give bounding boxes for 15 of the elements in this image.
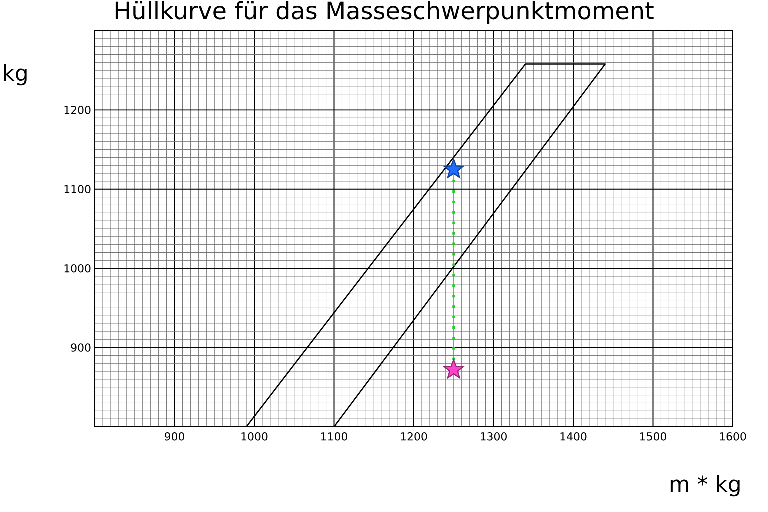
x-tick-label: 1400 — [560, 432, 587, 441]
x-tick-label: 900 — [164, 432, 184, 441]
chart-title: Hüllkurve für das Masseschwerpunktmoment — [116, 1, 654, 24]
x-tick-label: 1300 — [481, 432, 507, 441]
x-tick-label: 1200 — [401, 432, 428, 441]
x-tick-label: 1500 — [640, 432, 666, 441]
x-tick-label: 1100 — [322, 432, 348, 441]
y-tick-label: 1000 — [64, 264, 91, 273]
y-tick-label: 1100 — [64, 185, 91, 194]
y-tick-label: 1200 — [64, 106, 91, 114]
x-tick-label: 1600 — [720, 432, 746, 441]
x-tick-label: 1000 — [242, 432, 268, 441]
x-axis-title: m * kg — [670, 475, 740, 497]
y-axis-title: kg — [4, 64, 27, 86]
y-tick-label: 900 — [71, 344, 91, 352]
